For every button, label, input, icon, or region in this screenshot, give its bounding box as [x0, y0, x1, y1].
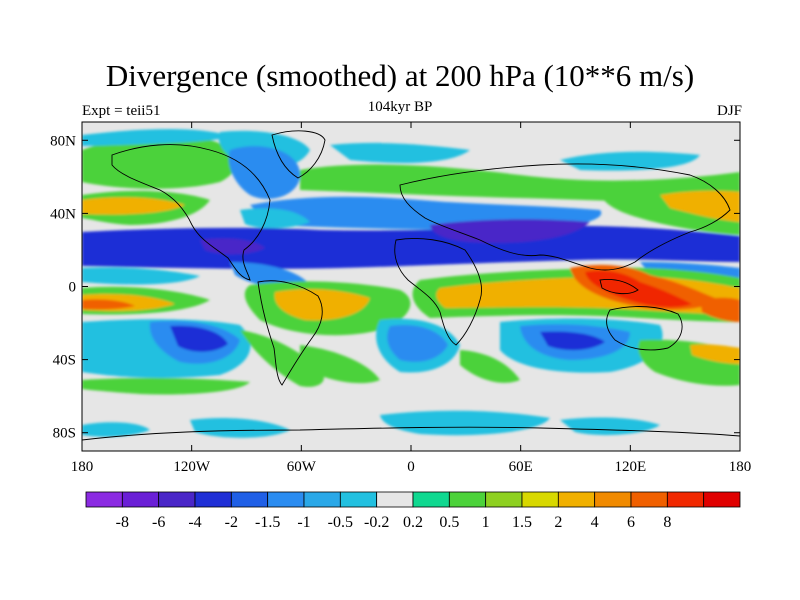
coastline-south-america	[257, 280, 323, 386]
season-label: DJF	[716, 103, 742, 119]
colorbar-label: -8	[116, 514, 129, 531]
colorbar-label: 1.5	[512, 514, 532, 531]
field-region	[540, 331, 605, 351]
coastline-greenland	[271, 130, 326, 179]
colorbar-label: 0.2	[403, 514, 423, 531]
lat-tick-label: 0	[69, 280, 77, 296]
colorbar-swatch	[194, 491, 232, 508]
colorbar-label: -0.2	[364, 514, 389, 531]
colorbar-swatch	[594, 491, 632, 508]
field-region	[380, 410, 550, 436]
colorbar-swatch	[121, 491, 160, 508]
colorbar-label: 2	[554, 514, 562, 531]
field-region	[690, 344, 740, 364]
colorbar-swatch	[703, 491, 741, 508]
field-region	[300, 345, 380, 384]
colorbar-label: -1	[297, 514, 310, 531]
colorbar-swatch	[85, 491, 123, 508]
field-region	[190, 418, 290, 438]
coastline-maritime-continent	[599, 279, 639, 295]
chart-title: Divergence (smoothed) at 200 hPa (10**6 …	[105, 58, 695, 93]
colorbar-swatch	[230, 491, 269, 508]
colorbar-label: -1.5	[255, 514, 280, 531]
coastline-africa	[394, 238, 483, 346]
colorbar-swatch	[448, 491, 487, 508]
colorbar-swatch	[666, 491, 705, 508]
period-label: 104kyr BP	[367, 99, 433, 115]
lat-tick-label: 40S	[53, 353, 76, 369]
lat-tick-label: 40N	[50, 206, 76, 222]
colorbar-label: 0.5	[439, 514, 459, 531]
colorbar-swatch	[630, 491, 668, 508]
colorbar-swatch	[485, 491, 523, 508]
lon-tick-label: 180	[71, 459, 94, 475]
colorbar-label: -2	[225, 514, 238, 531]
field-region	[82, 299, 135, 310]
lon-tick-label: 0	[407, 459, 415, 475]
coastlines	[82, 130, 740, 441]
field-region	[170, 325, 228, 352]
field-region	[700, 297, 740, 322]
field-region	[660, 190, 740, 222]
colorbar-swatch	[557, 491, 596, 508]
field-region	[460, 350, 520, 383]
lat-tick-label: 80N	[50, 133, 76, 149]
coastline-eurasia	[399, 163, 731, 271]
experiment-label: Expt = teii51	[82, 103, 161, 119]
colorbar-swatch	[303, 491, 341, 508]
field-region	[82, 225, 740, 269]
lon-tick-label: 60W	[287, 459, 317, 475]
lon-tick-label: 120E	[614, 459, 646, 475]
field-region	[82, 197, 185, 215]
colorbar-label: -0.5	[328, 514, 353, 531]
field-region	[430, 219, 590, 243]
coastline-australia	[606, 306, 683, 351]
field-region	[560, 151, 700, 171]
colorbar-label: 8	[663, 514, 671, 531]
colorbar-swatch	[376, 491, 414, 508]
field-region	[387, 324, 448, 362]
field-region	[330, 142, 470, 163]
field-region	[82, 267, 200, 285]
field-region	[82, 129, 230, 146]
colorbar: -8 -6 -4 -2 -1.5 -1 -0.5 -0.2 0.2 0.5 1 1.5 2 4 6 8	[85, 491, 741, 531]
lon-tick-label: 60E	[509, 459, 533, 475]
colorbar-label: -4	[188, 514, 201, 531]
field-region	[200, 238, 265, 255]
colorbar-swatch	[339, 491, 378, 508]
colorbar-swatch	[412, 491, 450, 508]
field-region	[82, 134, 237, 189]
coastline-antarctica	[82, 426, 740, 441]
divergence-field	[82, 122, 740, 451]
field-region	[230, 262, 310, 288]
colorbar-swatch	[521, 491, 559, 508]
field-region	[228, 146, 300, 199]
field-region	[274, 289, 370, 321]
longitude-axis: 180 120W 60W 0 60E 120E 180	[71, 122, 752, 475]
field-region	[240, 208, 310, 229]
coastline-north-america	[111, 144, 271, 281]
field-region	[82, 422, 150, 437]
colorbar-swatch	[267, 491, 305, 508]
colorbar-label: 4	[591, 514, 599, 531]
lat-tick-label: 80S	[53, 426, 76, 442]
colorbar-swatch	[158, 491, 196, 508]
colorbar-label: -6	[152, 514, 165, 531]
latitude-axis: 80N 40N 0 40S 80S	[50, 133, 740, 442]
field-region	[240, 330, 324, 387]
lon-tick-label: 120W	[173, 459, 211, 475]
field-region	[82, 377, 250, 395]
colorbar-label: 6	[627, 514, 635, 531]
colorbar-label: 1	[482, 514, 490, 531]
lon-tick-label: 180	[729, 459, 752, 475]
